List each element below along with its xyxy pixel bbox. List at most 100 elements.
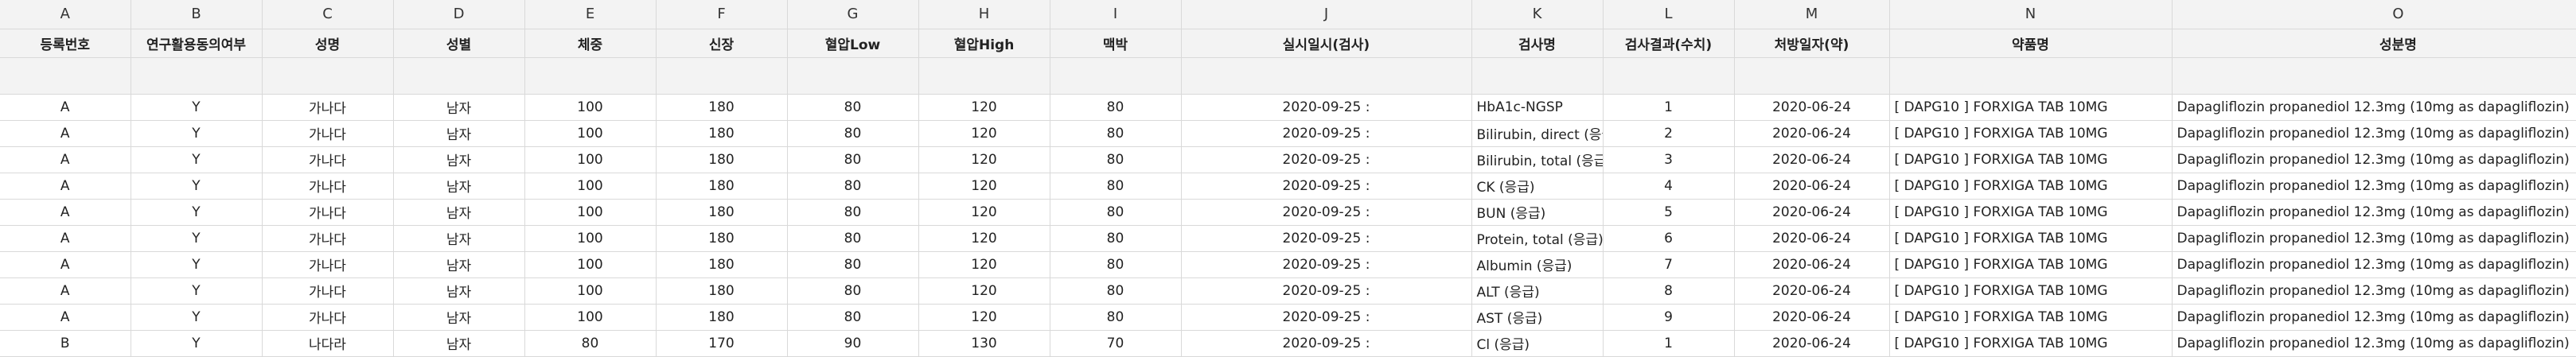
table-row-cell[interactable]: Dapagliflozin propanediol 12.3mg (10mg a… (2172, 173, 2576, 200)
table-row-cell[interactable]: 2020-09-25 : (1181, 277, 1472, 305)
table-row-cell[interactable]: 2020-09-25 : (1181, 225, 1472, 252)
table-row-cell[interactable]: 가나다 (262, 225, 394, 252)
table-row-cell[interactable]: 4 (1603, 173, 1735, 200)
table-row-cell[interactable]: 3 (1603, 146, 1735, 173)
table-row-cell[interactable]: 80 (1050, 277, 1182, 305)
table-row-cell[interactable]: Dapagliflozin propanediol 12.3mg (10mg a… (2172, 277, 2576, 305)
table-row-cell[interactable]: Dapagliflozin propanediol 12.3mg (10mg a… (2172, 304, 2576, 331)
table-row-cell[interactable]: 120 (918, 251, 1050, 278)
table-row-cell[interactable]: 가나다 (262, 277, 394, 305)
table-row-cell[interactable]: 100 (524, 173, 657, 200)
column-letter-cell[interactable]: M (1734, 0, 1890, 29)
table-row-cell[interactable]: 120 (918, 225, 1050, 252)
header-row-cell[interactable]: 처방일자(약) (1734, 29, 1890, 58)
table-row-cell[interactable]: 가나다 (262, 251, 394, 278)
table-row-cell[interactable]: 80 (1050, 225, 1182, 252)
table-row-cell[interactable]: 180 (656, 199, 788, 226)
table-row-cell[interactable]: 남자 (393, 146, 525, 173)
table-row-cell[interactable]: Y (131, 251, 263, 278)
table-row-cell[interactable]: Y (131, 120, 263, 147)
blank-row-cell[interactable] (524, 57, 657, 95)
table-row-cell[interactable]: 130 (918, 330, 1050, 357)
header-row-cell[interactable]: 혈압Low (787, 29, 919, 58)
table-row-cell[interactable]: 가나다 (262, 199, 394, 226)
table-row-cell[interactable]: 2020-06-24 (1734, 173, 1890, 200)
table-row-cell[interactable]: 가나다 (262, 304, 394, 331)
table-row-cell[interactable]: 나다라 (262, 330, 394, 357)
table-row-cell[interactable]: 120 (918, 120, 1050, 147)
table-row-cell[interactable]: 1 (1603, 94, 1735, 121)
header-row-cell[interactable]: 검사결과(수치) (1603, 29, 1735, 58)
table-row-cell[interactable]: 100 (524, 94, 657, 121)
column-letter-cell[interactable]: H (918, 0, 1050, 29)
column-letter-cell[interactable]: B (131, 0, 263, 29)
table-row-cell[interactable]: 80 (787, 199, 919, 226)
table-row-cell[interactable]: 가나다 (262, 94, 394, 121)
table-row-cell[interactable]: A (0, 277, 131, 305)
table-row-cell[interactable]: 남자 (393, 277, 525, 305)
table-row-cell[interactable]: 80 (1050, 173, 1182, 200)
table-row-cell[interactable]: 2020-06-24 (1734, 251, 1890, 278)
table-row-cell[interactable]: 2 (1603, 120, 1735, 147)
header-row-cell[interactable]: 성별 (393, 29, 525, 58)
table-row-cell[interactable]: 170 (656, 330, 788, 357)
table-row-cell[interactable]: [ DAPG10 ] FORXIGA TAB 10MG (1889, 173, 2173, 200)
table-row-cell[interactable]: Dapagliflozin propanediol 12.3mg (10mg a… (2172, 94, 2576, 121)
table-row-cell[interactable]: 80 (787, 173, 919, 200)
table-row-cell[interactable]: 남자 (393, 304, 525, 331)
table-row-cell[interactable]: 80 (1050, 146, 1182, 173)
table-row-cell[interactable]: 남자 (393, 225, 525, 252)
table-row-cell[interactable]: 80 (787, 304, 919, 331)
table-row-cell[interactable]: Dapagliflozin propanediol 12.3mg (10mg a… (2172, 199, 2576, 226)
blank-row-cell[interactable] (1050, 57, 1182, 95)
blank-row-cell[interactable] (918, 57, 1050, 95)
column-letter-cell[interactable]: K (1471, 0, 1604, 29)
table-row-cell[interactable]: 180 (656, 173, 788, 200)
table-row-cell[interactable]: Y (131, 277, 263, 305)
table-row-cell[interactable]: 120 (918, 146, 1050, 173)
table-row-cell[interactable]: [ DAPG10 ] FORXIGA TAB 10MG (1889, 304, 2173, 331)
table-row-cell[interactable]: ALT (응급) (1471, 277, 1604, 305)
table-row-cell[interactable]: Y (131, 94, 263, 121)
table-row-cell[interactable]: 120 (918, 277, 1050, 305)
table-row-cell[interactable]: [ DAPG10 ] FORXIGA TAB 10MG (1889, 146, 2173, 173)
table-row-cell[interactable]: A (0, 146, 131, 173)
table-row-cell[interactable]: 80 (1050, 251, 1182, 278)
table-row-cell[interactable]: Bilirubin, total (응급) (1471, 146, 1604, 173)
table-row-cell[interactable]: [ DAPG10 ] FORXIGA TAB 10MG (1889, 277, 2173, 305)
table-row-cell[interactable]: 2020-09-25 : (1181, 146, 1472, 173)
header-row-cell[interactable]: 맥박 (1050, 29, 1182, 58)
table-row-cell[interactable]: A (0, 173, 131, 200)
table-row-cell[interactable]: 180 (656, 120, 788, 147)
blank-row-cell[interactable] (262, 57, 394, 95)
table-row-cell[interactable]: 9 (1603, 304, 1735, 331)
table-row-cell[interactable]: Albumin (응급) (1471, 251, 1604, 278)
table-row-cell[interactable]: A (0, 94, 131, 121)
header-row-cell[interactable]: 등록번호 (0, 29, 131, 58)
table-row-cell[interactable]: Bilirubin, direct (응급 (1471, 120, 1604, 147)
blank-row-cell[interactable] (1603, 57, 1735, 95)
table-row-cell[interactable]: 2020-06-24 (1734, 120, 1890, 147)
table-row-cell[interactable]: 가나다 (262, 173, 394, 200)
blank-row-cell[interactable] (1889, 57, 2173, 95)
column-letter-cell[interactable]: D (393, 0, 525, 29)
blank-row-cell[interactable] (1471, 57, 1604, 95)
table-row-cell[interactable]: 180 (656, 146, 788, 173)
header-row-cell[interactable]: 혈압High (918, 29, 1050, 58)
column-letter-cell[interactable]: C (262, 0, 394, 29)
blank-row-cell[interactable] (1181, 57, 1472, 95)
table-row-cell[interactable]: 1 (1603, 330, 1735, 357)
table-row-cell[interactable]: 120 (918, 199, 1050, 226)
table-row-cell[interactable]: 2020-09-25 : (1181, 199, 1472, 226)
table-row-cell[interactable]: 100 (524, 225, 657, 252)
table-row-cell[interactable]: 100 (524, 120, 657, 147)
table-row-cell[interactable]: [ DAPG10 ] FORXIGA TAB 10MG (1889, 199, 2173, 226)
table-row-cell[interactable]: Dapagliflozin propanediol 12.3mg (10mg a… (2172, 225, 2576, 252)
table-row-cell[interactable]: 2020-06-24 (1734, 330, 1890, 357)
column-letter-cell[interactable]: A (0, 0, 131, 29)
blank-row-cell[interactable] (131, 57, 263, 95)
table-row-cell[interactable]: 8 (1603, 277, 1735, 305)
blank-row-cell[interactable] (393, 57, 525, 95)
table-row-cell[interactable]: 남자 (393, 173, 525, 200)
table-row-cell[interactable]: HbA1c-NGSP (1471, 94, 1604, 121)
